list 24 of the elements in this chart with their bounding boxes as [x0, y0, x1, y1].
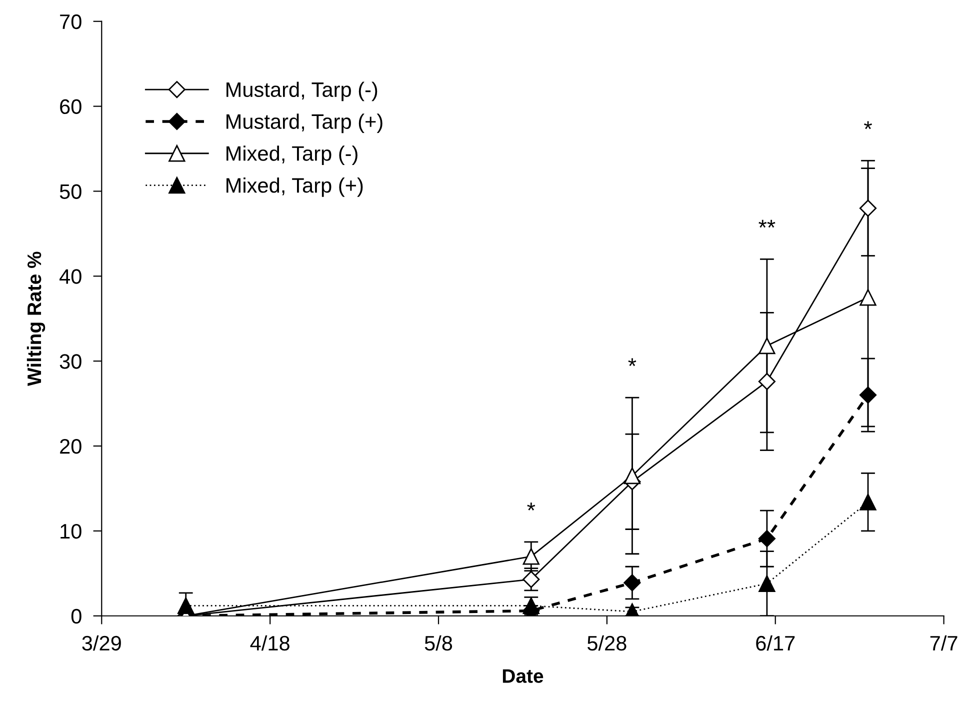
y-axis-title: Wilting Rate %	[26, 252, 46, 386]
y-tick-label: 40	[60, 269, 82, 284]
y-tick-label: 50	[60, 184, 82, 199]
legend-label: Mustard, Tarp (+)	[226, 114, 382, 134]
y-tick-label: 0	[71, 608, 82, 624]
annotation: *	[864, 121, 872, 130]
annotation: *	[527, 502, 536, 510]
y-tick-label: 20	[60, 439, 82, 454]
x-axis-title: Date	[502, 669, 544, 683]
x-tick-label: 3/29	[82, 635, 121, 651]
x-tick-label: 7/7	[930, 635, 958, 651]
x-tick-label: 5/8	[424, 635, 452, 651]
x-tick-label: 5/28	[587, 635, 626, 651]
y-tick-label: 10	[60, 524, 82, 539]
legend-label: Mixed, Tarp (-)	[226, 146, 358, 165]
annotation: **	[758, 220, 776, 228]
legend-label: Mustard, Tarp (-)	[226, 82, 378, 102]
y-tick-label: 30	[60, 354, 82, 369]
x-tick-label: 4/18	[250, 635, 290, 651]
x-tick-label: 6/17	[756, 635, 795, 651]
legend-label: Mixed, Tarp (+)	[226, 177, 363, 197]
annotation: *	[628, 358, 636, 366]
y-tick-label: 60	[60, 99, 82, 114]
y-tick-label: 70	[60, 14, 82, 30]
